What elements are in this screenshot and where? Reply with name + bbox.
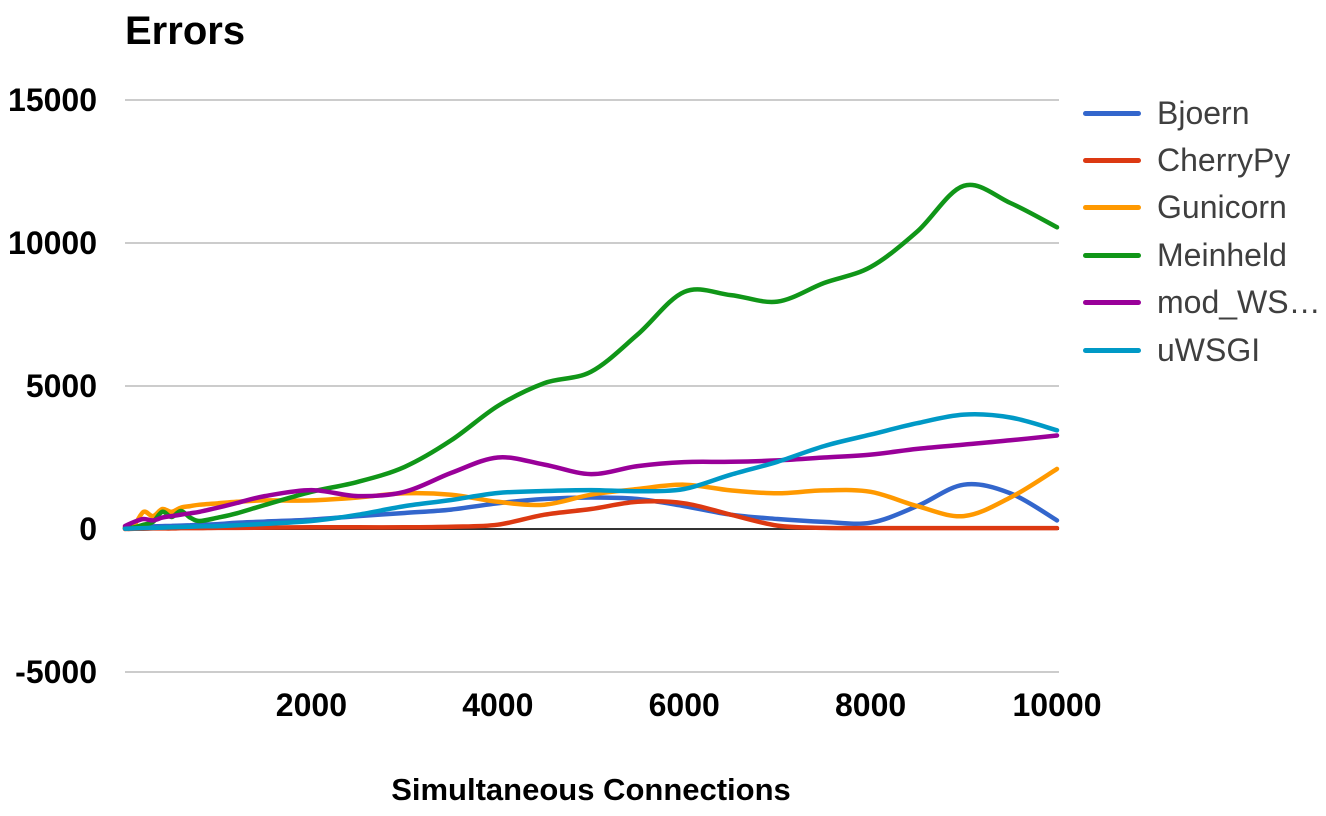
legend-label: Meinheld bbox=[1157, 236, 1287, 273]
x-tick-label: 4000 bbox=[462, 687, 533, 723]
legend-swatch bbox=[1083, 205, 1141, 211]
series-line-mod-ws bbox=[122, 433, 1060, 529]
legend-swatch bbox=[1083, 252, 1141, 258]
x-tick-label: 2000 bbox=[276, 687, 347, 723]
y-tick-label: 0 bbox=[79, 511, 97, 547]
legend-label: Bjoern bbox=[1157, 94, 1250, 131]
legend-item: uWSGI bbox=[1083, 330, 1260, 370]
legend-item: mod_WS… bbox=[1083, 283, 1321, 323]
series-line-uwsgi bbox=[122, 412, 1060, 531]
chart-title: Errors bbox=[125, 9, 246, 53]
legend-item: CherryPy bbox=[1083, 140, 1290, 180]
legend-label: mod_WS… bbox=[1157, 284, 1321, 321]
x-axis-title: Simultaneous Connections bbox=[391, 772, 791, 807]
legend-label: CherryPy bbox=[1157, 141, 1291, 178]
series-line-meinheld bbox=[122, 182, 1060, 531]
legend-swatch bbox=[1083, 110, 1141, 116]
x-tick-label: 8000 bbox=[835, 687, 906, 723]
legend-label: Gunicorn bbox=[1157, 189, 1287, 226]
legend-swatch bbox=[1083, 157, 1141, 163]
y-tick-label: 15000 bbox=[8, 82, 97, 118]
x-tick-label: 6000 bbox=[649, 687, 720, 723]
y-tick-label: 5000 bbox=[26, 368, 97, 404]
y-tick-label: -5000 bbox=[15, 654, 97, 690]
legend-item: Gunicorn bbox=[1083, 188, 1287, 228]
y-tick-label: 10000 bbox=[8, 225, 97, 261]
x-tick-label: 10000 bbox=[1013, 687, 1102, 723]
legend-item: Meinheld bbox=[1083, 235, 1287, 275]
legend-label: uWSGI bbox=[1157, 331, 1261, 368]
legend-swatch bbox=[1083, 347, 1141, 353]
legend-swatch bbox=[1083, 300, 1141, 306]
legend-item: Bjoern bbox=[1083, 93, 1250, 133]
